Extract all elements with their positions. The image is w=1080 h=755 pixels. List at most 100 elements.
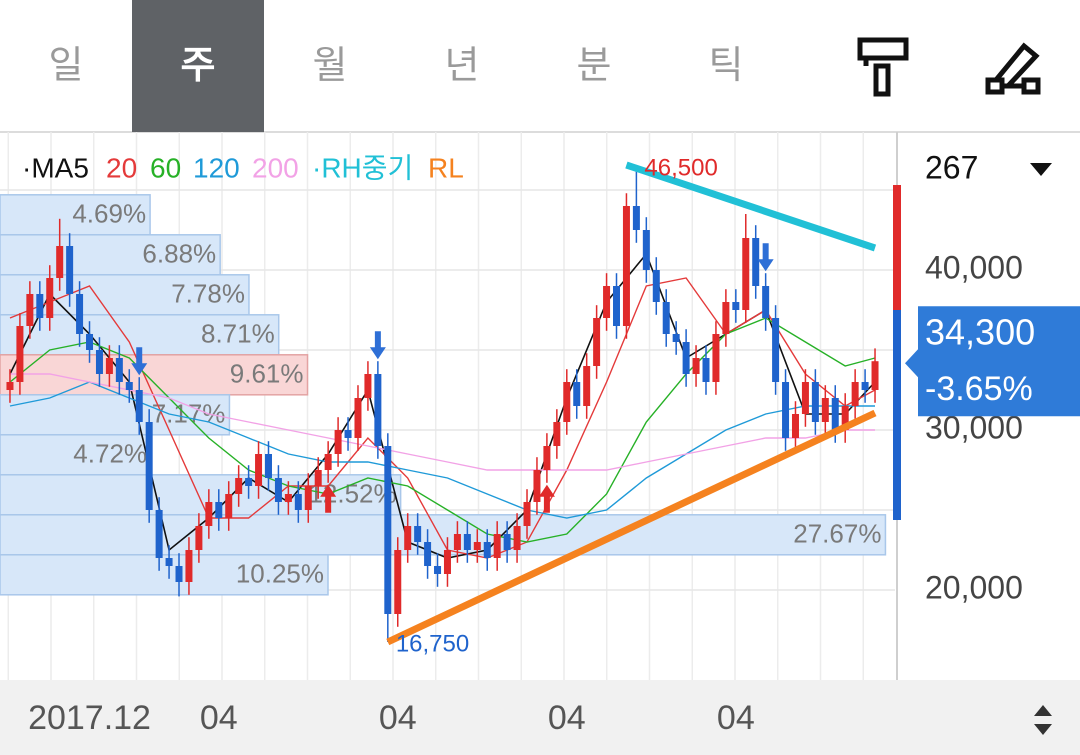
candle-body: [394, 550, 402, 614]
volume-profile-label: 4.69%: [72, 199, 146, 229]
candle-body: [513, 526, 521, 550]
candle-body: [871, 361, 879, 390]
candle-body: [334, 430, 342, 454]
tab[interactable]: 월: [313, 45, 348, 87]
tab[interactable]: 분: [577, 45, 612, 87]
tab-selected-bg: [132, 0, 264, 132]
candle-body: [26, 294, 34, 326]
candle-body: [354, 398, 362, 438]
candle-body: [255, 454, 263, 486]
period-count[interactable]: 267: [925, 149, 978, 185]
candle-body: [364, 374, 372, 398]
volume-profile-bar: [0, 234, 221, 276]
moving-average-line: [10, 373, 875, 471]
candle-body: [553, 422, 561, 446]
candle-body: [483, 542, 491, 558]
candle-body: [702, 358, 710, 382]
candle-body: [56, 246, 64, 278]
candle-body: [762, 286, 770, 318]
volume-profile-label: 7.78%: [171, 279, 245, 309]
moving-average-line: [9, 381, 875, 519]
legend-entry: RL: [428, 152, 464, 183]
legend-entry: ·RH중기: [312, 152, 413, 183]
volume-profile-label: 27.67%: [793, 519, 881, 549]
candle-body: [523, 502, 531, 526]
plot-area: 4.69%6.88%7.78%8.71%9.61%7.17%4.72%12.52…: [0, 132, 895, 680]
candle-body: [732, 302, 740, 310]
volume-profile-label: 8.71%: [201, 319, 275, 349]
price-annotation: 46,500: [644, 154, 717, 181]
candle-body: [593, 318, 601, 366]
candle-body: [46, 278, 54, 318]
candle-body: [811, 382, 819, 422]
candle-body: [6, 382, 14, 390]
candle-body: [215, 502, 223, 518]
trendline: [625, 161, 877, 252]
candle-body: [453, 534, 461, 550]
candle-body: [145, 422, 153, 510]
candle-body: [821, 398, 829, 422]
dropdown-arrow[interactable]: [1030, 163, 1052, 176]
legend-entry: 60: [150, 152, 181, 183]
candle-body: [662, 302, 670, 334]
tab[interactable]: 일: [49, 45, 84, 87]
candle-body: [245, 478, 253, 486]
tab-selected[interactable]: 주: [181, 45, 216, 87]
candle-body: [76, 294, 84, 334]
sell-signal-arrow: [757, 243, 774, 272]
candle-body: [851, 382, 859, 406]
candle-body: [86, 334, 94, 350]
price-annotation: 16,750: [396, 630, 469, 657]
candle-body: [304, 486, 312, 510]
candle-body: [632, 206, 640, 230]
x-tick-label: 04: [548, 699, 586, 737]
paint-tool-icon[interactable]: [857, 37, 909, 97]
x-tick-label: 04: [379, 699, 417, 737]
candle-body: [573, 382, 581, 406]
legend-entry: 120: [193, 152, 240, 183]
sell-signal-arrow: [369, 331, 386, 360]
candle-body: [503, 534, 511, 550]
x-tick-label: 2017.12: [28, 699, 151, 737]
candle-body: [115, 358, 123, 382]
draw-tool-icon[interactable]: [985, 42, 1041, 95]
candle-body: [135, 390, 143, 422]
strength-bar-down: [893, 310, 901, 520]
candle-body: [463, 534, 471, 550]
candle-body: [404, 526, 412, 550]
candle-body: [324, 454, 332, 470]
last-price-badge: [905, 306, 1080, 417]
candle-body: [473, 542, 481, 550]
volume-profile-label: 9.61%: [230, 359, 304, 389]
y-tick-label: 40,000: [925, 249, 1023, 285]
tab[interactable]: 년: [445, 45, 480, 87]
candle-body: [603, 286, 611, 318]
candle-body: [434, 566, 442, 574]
candle-body: [264, 454, 272, 478]
candle-body: [314, 470, 322, 486]
trendline: [386, 409, 877, 646]
candle-body: [284, 494, 292, 502]
scroll-icon[interactable]: [1034, 705, 1052, 735]
candle-body: [543, 446, 551, 470]
moving-average-line: [9, 317, 876, 543]
tab[interactable]: 틱: [709, 45, 744, 87]
legend-entry: ·MA5: [22, 152, 89, 183]
candle-body: [712, 334, 720, 382]
volume-profile-label: 10.25%: [236, 559, 324, 589]
candle-body: [672, 334, 680, 342]
candle-body: [384, 446, 392, 614]
candle-body: [274, 478, 282, 502]
candle-body: [16, 326, 24, 382]
buy-signal-arrow: [538, 484, 555, 513]
candle-body: [642, 230, 650, 270]
candle-body: [235, 478, 243, 494]
candle-body: [125, 382, 133, 390]
candle-body: [652, 270, 660, 302]
candle-body: [95, 350, 103, 374]
candle-body: [682, 342, 690, 374]
candle-body: [443, 550, 451, 574]
